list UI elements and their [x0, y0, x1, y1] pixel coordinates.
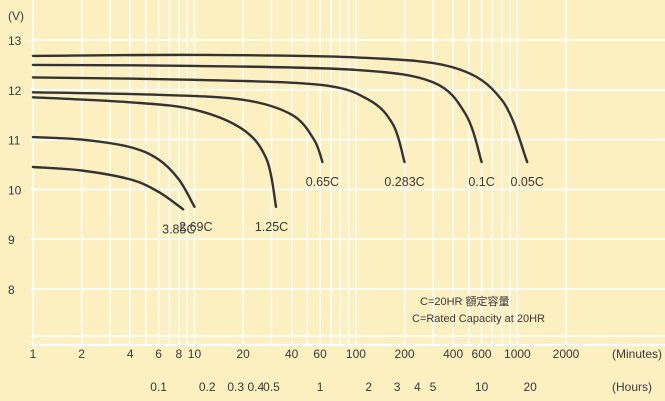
x-tick-label-minutes: 60 [313, 347, 327, 361]
x-tick-label-minutes: 2000 [553, 347, 580, 361]
y-tick-label: 11 [8, 134, 21, 148]
x-tick-label-minutes: 1000 [504, 347, 531, 361]
x-tick-label-hours: 0.2 [199, 380, 216, 394]
annotation-rated-capacity-cn: C=20HR 額定容量 [420, 294, 510, 308]
x-tick-label-minutes: 20 [236, 347, 250, 361]
x-tick-label-hours: 5 [430, 380, 437, 394]
series-line-0.283C [31, 76, 406, 164]
x-tick-label-hours: 10 [475, 380, 489, 394]
series-label-0.05C: 0.05C [511, 175, 544, 189]
x-tick-label-minutes: 2 [78, 347, 85, 361]
x-axis-label-minutes: (Minutes) [612, 347, 662, 361]
series-label-0.65C: 0.65C [306, 175, 339, 189]
x-tick-label-minutes: 200 [395, 347, 415, 361]
x-tick-label-hours: 4 [414, 380, 421, 394]
x-tick-label-minutes: 400 [443, 347, 463, 361]
series-curves [31, 53, 529, 211]
x-tick-label-minutes: 600 [472, 347, 492, 361]
x-tick-label-hours: 1 [317, 380, 324, 394]
series-label-0.1C: 0.1C [468, 175, 494, 189]
x-tick-label-hours: 0.4 [248, 380, 265, 394]
x-tick-label-minutes: 4 [127, 347, 134, 361]
x-tick-label-hours: 0.5 [263, 380, 280, 394]
y-tick-label: 9 [8, 233, 15, 247]
x-tick-label-hours: 0.3 [227, 380, 244, 394]
series-label-3.85C: 3.85C [162, 222, 195, 236]
x-tick-label-minutes: 6 [155, 347, 162, 361]
annotation-rated-capacity-en: C=Rated Capacity at 20HR [412, 313, 545, 325]
series-line-0.1C [31, 63, 483, 164]
series-line-0.05C [31, 53, 529, 164]
x-tick-label-minutes: 1 [30, 347, 37, 361]
y-tick-label: 10 [8, 183, 22, 197]
x-tick-label-minutes: 8 [175, 347, 182, 361]
y-tick-label: 8 [8, 283, 15, 297]
series-label-2.69C: 2.69C [179, 220, 212, 234]
x-tick-label-minutes: 10 [188, 347, 202, 361]
x-axis-label-hours: (Hours) [612, 380, 652, 394]
x-tick-label-hours: 3 [394, 380, 401, 394]
series-label-1.25C: 1.25C [255, 220, 288, 234]
x-tick-label-minutes: 40 [285, 347, 299, 361]
x-tick-label-hours: 0.1 [150, 380, 167, 394]
series-line-1.25C [31, 96, 278, 208]
series-label-0.283C: 0.283C [384, 175, 424, 189]
y-tick-label: 12 [8, 84, 22, 98]
y-axis-label: (V) [8, 9, 24, 23]
grid [30, 0, 665, 347]
series-line-2.69C [31, 135, 196, 208]
y-tick-label: 13 [8, 34, 22, 48]
series-line-0.65C [31, 91, 324, 164]
series-line-3.85C [31, 165, 185, 211]
x-tick-label-minutes: 100 [346, 347, 366, 361]
x-tick-label-hours: 20 [523, 380, 537, 394]
x-tick-label-hours: 2 [365, 380, 372, 394]
